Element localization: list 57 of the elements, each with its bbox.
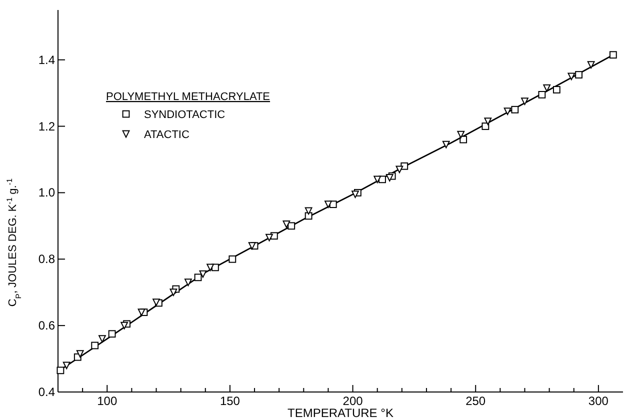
y-tick-label: 0.4 <box>38 385 56 399</box>
point <box>504 108 512 116</box>
point <box>460 136 468 144</box>
point <box>543 84 551 92</box>
y-tick-label: 1.4 <box>38 52 56 67</box>
x-tick-label: 300 <box>588 394 609 408</box>
point <box>98 335 106 343</box>
point <box>304 212 312 220</box>
point <box>575 71 582 78</box>
point <box>206 264 214 272</box>
x-tick-label: 100 <box>97 394 118 408</box>
point <box>228 255 236 263</box>
point <box>386 174 394 182</box>
point <box>184 278 192 286</box>
point <box>538 91 546 98</box>
point <box>108 330 116 338</box>
x-tick-label: 250 <box>466 394 486 408</box>
point <box>152 298 160 306</box>
point <box>352 190 359 198</box>
point <box>91 342 99 350</box>
point <box>288 222 296 230</box>
point <box>120 322 128 330</box>
y-tick-label: 0.8 <box>38 252 56 266</box>
y-tick-label: 1.0 <box>38 186 56 200</box>
point <box>324 200 332 208</box>
legend-label: SYNDIOTACTIC <box>144 109 226 121</box>
point <box>282 220 290 228</box>
point <box>304 207 312 215</box>
point <box>266 234 273 242</box>
point <box>521 98 528 106</box>
y-tick-label: 0.6 <box>38 318 56 333</box>
point <box>609 51 617 59</box>
legend-label: ATACTIC <box>144 129 190 141</box>
point <box>248 242 256 250</box>
legend-title: POLYMETHYL METHACRYLATE <box>106 91 270 103</box>
point <box>329 200 337 208</box>
x-axis-title: TEMPERATURE °K <box>288 406 394 418</box>
point <box>396 166 404 174</box>
point <box>482 122 490 130</box>
point <box>587 61 595 69</box>
point <box>199 270 207 278</box>
point <box>457 130 465 138</box>
point <box>138 308 146 316</box>
point <box>170 288 178 296</box>
point <box>194 274 202 282</box>
point <box>552 86 560 94</box>
point <box>484 118 492 125</box>
point <box>568 72 576 80</box>
point <box>56 366 64 374</box>
y-tick-label: 1.2 <box>38 119 56 134</box>
point <box>374 176 382 184</box>
x-tick-label: 150 <box>220 394 240 408</box>
point <box>442 140 450 148</box>
x-tick-label: 200 <box>342 394 364 408</box>
point <box>76 350 84 358</box>
point <box>511 106 519 114</box>
point <box>62 362 70 370</box>
